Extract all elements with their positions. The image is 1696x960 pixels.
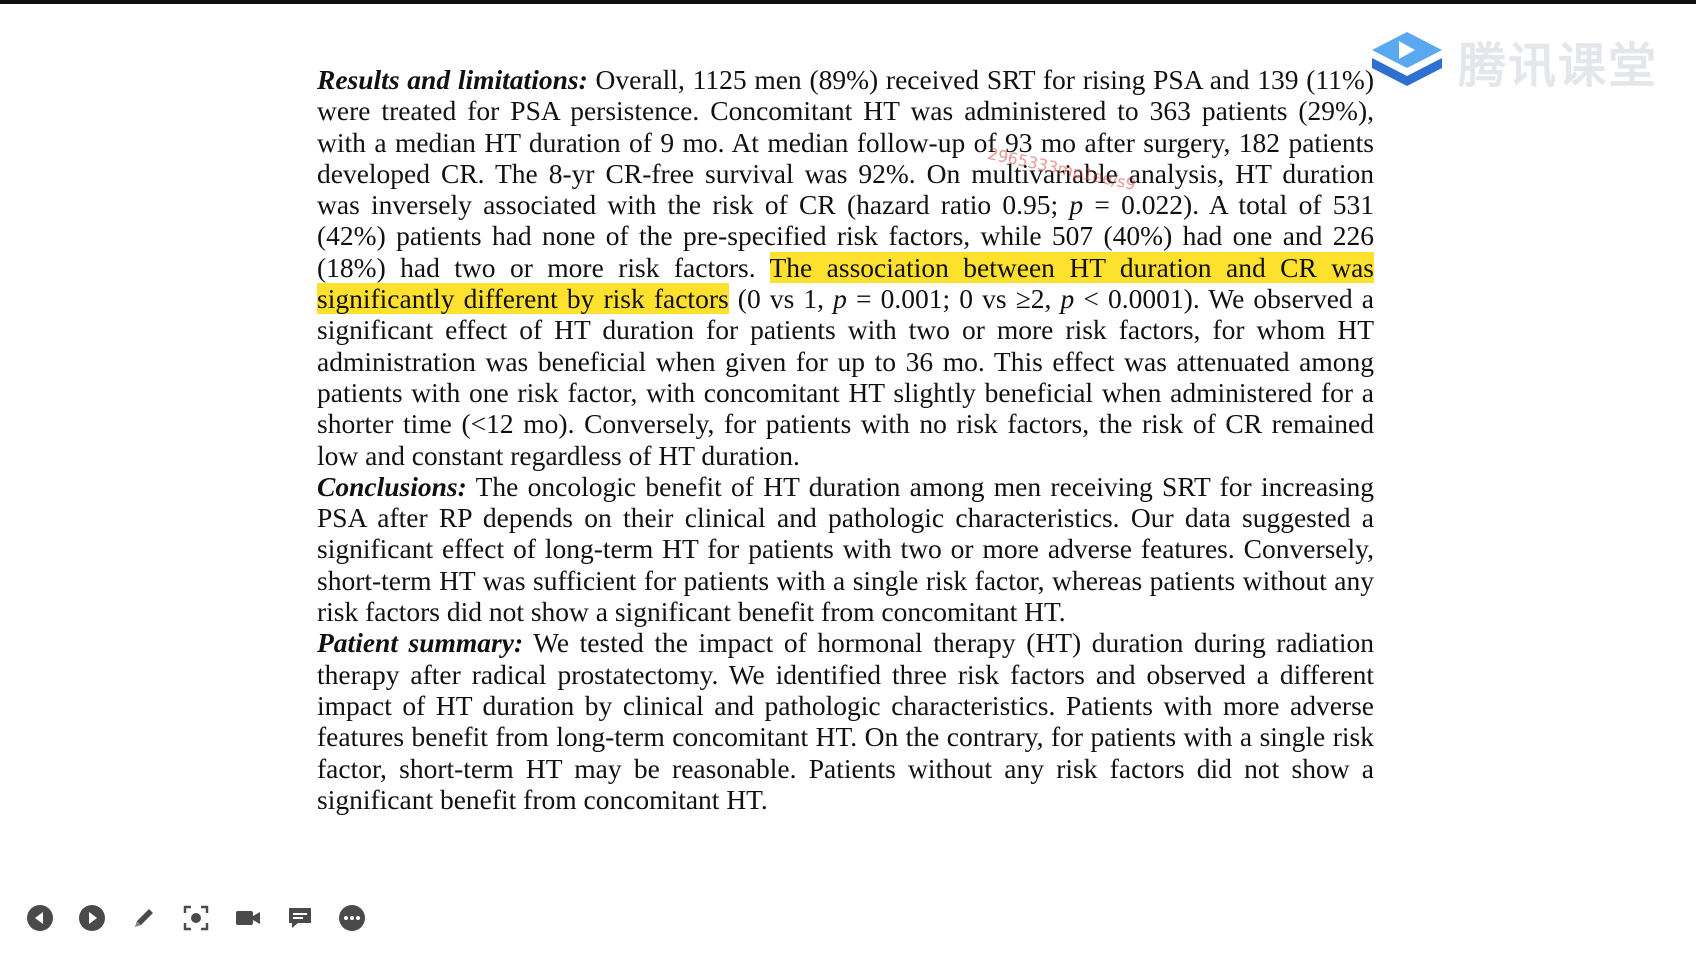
results-text-3: (0 vs 1, [728, 283, 834, 315]
patient-summary-paragraph: Patient summary: We tested the impact of… [317, 627, 1374, 815]
p-value-label: p [1060, 283, 1075, 315]
tencent-classroom-logo: 腾讯课堂 [1368, 26, 1658, 96]
results-text-4: = 0.001; 0 vs ≥2, [846, 283, 1061, 315]
conclusions-paragraph: Conclusions: The oncologic benefit of HT… [317, 471, 1374, 627]
results-paragraph: Results and limitations: Overall, 1125 m… [317, 64, 1374, 471]
more-button[interactable] [338, 904, 366, 932]
patient-summary-text: We tested the impact of hormonal therapy… [317, 627, 1374, 815]
more-icon [339, 905, 365, 931]
p-value-label: p [833, 283, 847, 315]
results-text-5: < 0.0001). We observed a significant eff… [317, 283, 1374, 471]
chat-button[interactable] [286, 904, 314, 932]
conclusions-heading: Conclusions: [317, 470, 467, 502]
next-slide-button[interactable] [78, 904, 106, 932]
window-top-border [0, 0, 1696, 4]
screenshot-button[interactable] [182, 904, 210, 932]
previous-slide-button[interactable] [26, 904, 54, 932]
logo-text: 腾讯课堂 [1458, 38, 1659, 94]
patient-summary-heading: Patient summary: [317, 627, 524, 659]
tencent-classroom-play-icon [1372, 32, 1442, 86]
results-text-2: = 0.022). A total of 531 (42%) patients … [317, 189, 1374, 283]
camera-icon [236, 911, 260, 925]
next-icon [79, 905, 105, 931]
presentation-toolbar [26, 900, 366, 936]
results-heading: Results and limitations: [317, 64, 588, 95]
slide-canvas [0, 4, 1696, 960]
p-value-label: p [1069, 189, 1084, 221]
chat-icon [289, 908, 311, 928]
abstract-body: Results and limitations: Overall, 1125 m… [317, 64, 1374, 815]
pen-button[interactable] [130, 904, 158, 932]
pen-icon [135, 909, 153, 927]
screenshot-icon [183, 905, 209, 931]
previous-icon [27, 905, 53, 931]
conclusions-text: The oncologic benefit of HT duration amo… [317, 470, 1374, 628]
results-text-1: Overall, 1125 men (89%) received SRT for… [317, 64, 1374, 221]
camera-button[interactable] [234, 904, 262, 932]
